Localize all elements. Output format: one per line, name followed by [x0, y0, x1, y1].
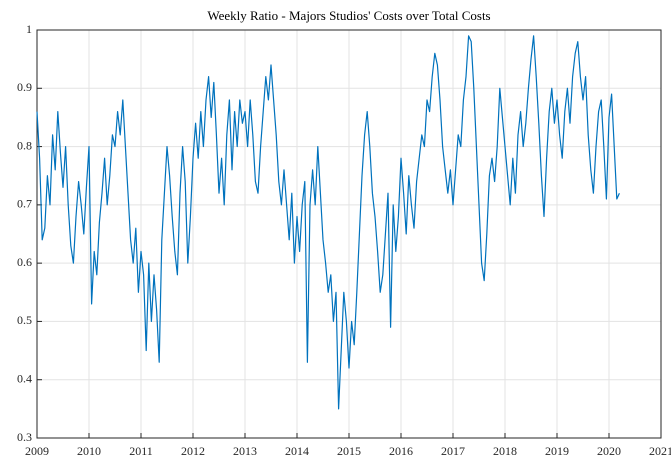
x-tick-label: 2011	[129, 444, 153, 458]
y-tick-label: 0.7	[17, 197, 32, 211]
x-tick-label: 2014	[285, 444, 309, 458]
y-tick-label: 1	[26, 22, 32, 36]
x-tick-label: 2020	[597, 444, 621, 458]
y-tick-label: 0.6	[17, 255, 32, 269]
y-tick-label: 0.5	[17, 313, 32, 327]
x-tick-label: 2019	[545, 444, 569, 458]
x-tick-label: 2010	[77, 444, 101, 458]
x-tick-label: 2017	[441, 444, 465, 458]
chart-title: Weekly Ratio - Majors Studios' Costs ove…	[207, 8, 490, 23]
x-tick-label: 2016	[389, 444, 413, 458]
x-tick-label: 2021	[649, 444, 671, 458]
y-tick-label: 0.4	[17, 371, 32, 385]
data-line	[36, 35, 620, 410]
x-tick-label: 2009	[25, 444, 49, 458]
y-tick-label: 0.9	[17, 80, 32, 94]
x-tick-label: 2015	[337, 444, 361, 458]
x-tick-label: 2013	[233, 444, 257, 458]
y-tick-label: 0.3	[17, 430, 32, 444]
plot-frame	[36, 29, 662, 439]
x-tick-label: 2018	[493, 444, 517, 458]
y-tick-label: 0.8	[17, 138, 32, 152]
x-tick-label: 2012	[181, 444, 205, 458]
